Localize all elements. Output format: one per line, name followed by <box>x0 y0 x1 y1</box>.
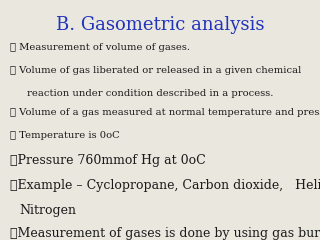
Text: ☐ Volume of gas liberated or released in a given chemical: ☐ Volume of gas liberated or released in… <box>10 66 301 75</box>
Text: reaction under condition described in a process.: reaction under condition described in a … <box>27 89 274 98</box>
Text: B. Gasometric analysis: B. Gasometric analysis <box>56 16 264 34</box>
Text: ☐Pressure 760mmof Hg at 0oC: ☐Pressure 760mmof Hg at 0oC <box>10 154 205 167</box>
Text: ☐Example – Cyclopropane, Carbon dioxide,   Helium: ☐Example – Cyclopropane, Carbon dioxide,… <box>10 179 320 192</box>
Text: ☐Measurement of gases is done by using gas burettes or: ☐Measurement of gases is done by using g… <box>10 227 320 240</box>
Text: ☐ Measurement of volume of gases.: ☐ Measurement of volume of gases. <box>10 43 189 52</box>
Text: Nitrogen: Nitrogen <box>19 204 76 217</box>
Text: ☐ Temperature is 0oC: ☐ Temperature is 0oC <box>10 131 119 140</box>
Text: ☐ Volume of a gas measured at normal temperature and pressure.: ☐ Volume of a gas measured at normal tem… <box>10 108 320 117</box>
